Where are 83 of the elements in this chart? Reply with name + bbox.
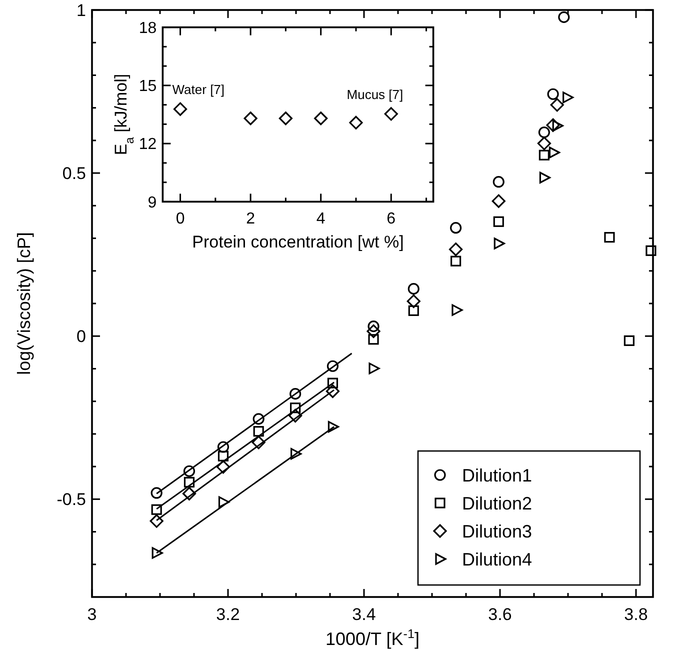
- point: [182, 486, 196, 500]
- point: [548, 146, 560, 158]
- point: [184, 476, 195, 488]
- legend-label: Dilution1: [462, 465, 532, 486]
- y-tick-label: 15: [138, 78, 157, 96]
- x-tick-label: 3.6: [488, 605, 512, 624]
- point: [550, 98, 564, 112]
- point: [150, 487, 162, 499]
- point: [290, 448, 302, 460]
- legend-label: Dilution4: [462, 549, 532, 570]
- point: [152, 547, 163, 559]
- point: [288, 408, 302, 422]
- point: [218, 496, 230, 508]
- point: [537, 136, 551, 150]
- x-tick-label: 2: [246, 210, 256, 228]
- point: [173, 102, 188, 116]
- x-tick-label: 4: [316, 210, 326, 228]
- point: [450, 222, 462, 234]
- y-tick-label: 9: [148, 194, 157, 212]
- point: [538, 126, 550, 138]
- point: [328, 420, 340, 433]
- point: [368, 320, 380, 332]
- point: [183, 465, 196, 477]
- point: [624, 335, 634, 346]
- point: [216, 460, 230, 474]
- point: [539, 172, 550, 184]
- point: [492, 194, 506, 208]
- point: [290, 388, 302, 400]
- point: [493, 216, 504, 227]
- x-axis-title: 1000/T [K$^{-1}$]: [326, 627, 420, 649]
- point: [252, 436, 266, 450]
- point: [492, 176, 504, 188]
- annotation: Water [7]: [172, 82, 225, 98]
- point: [547, 88, 559, 100]
- point: [244, 112, 258, 126]
- point: [494, 238, 505, 250]
- x-tick-label: 0: [176, 210, 185, 228]
- point: [552, 120, 564, 132]
- x-tick-label: 6: [386, 210, 396, 228]
- x-axis-title: Protein concentration [wt %]: [192, 232, 404, 252]
- point: [217, 441, 230, 453]
- x-tick-label: 3.2: [216, 605, 240, 624]
- point: [314, 112, 328, 126]
- point: [349, 116, 363, 130]
- x-tick-label: 3: [87, 605, 97, 624]
- point: [538, 150, 550, 160]
- y-tick-label: 1: [76, 0, 86, 20]
- point: [449, 242, 463, 256]
- y-tick-label: 12: [138, 136, 157, 154]
- point: [368, 334, 379, 345]
- point: [406, 294, 420, 308]
- point: [384, 107, 398, 121]
- point: [368, 362, 380, 374]
- point: [546, 118, 560, 132]
- y-tick-label: 18: [138, 20, 157, 37]
- point: [218, 450, 229, 462]
- point: [450, 256, 462, 266]
- point: [252, 413, 264, 425]
- y-axis-title: log(Viscosity) [cP]: [14, 232, 34, 375]
- legend-label: Dilution2: [462, 493, 532, 514]
- point: [408, 283, 420, 295]
- annotation: Mucus [7]: [346, 86, 404, 102]
- point: [151, 504, 162, 515]
- point: [326, 384, 340, 398]
- point: [290, 402, 301, 414]
- point: [604, 232, 615, 243]
- point: [327, 378, 338, 388]
- point: [408, 305, 419, 316]
- point: [150, 514, 164, 528]
- point: [558, 11, 570, 23]
- point: [253, 426, 264, 437]
- point: [452, 304, 463, 316]
- y-tick-label: 0: [76, 327, 86, 346]
- x-tick-label: 3.4: [352, 605, 376, 624]
- legend-label: Dilution3: [462, 521, 532, 542]
- y-tick-label: 0.5: [62, 164, 86, 184]
- point: [562, 92, 574, 104]
- point: [366, 324, 380, 338]
- x-tick-label: 3.8: [624, 605, 648, 624]
- point: [326, 360, 339, 372]
- point: [278, 112, 292, 126]
- y-tick-label: -0.5: [56, 490, 86, 510]
- point: [646, 245, 656, 256]
